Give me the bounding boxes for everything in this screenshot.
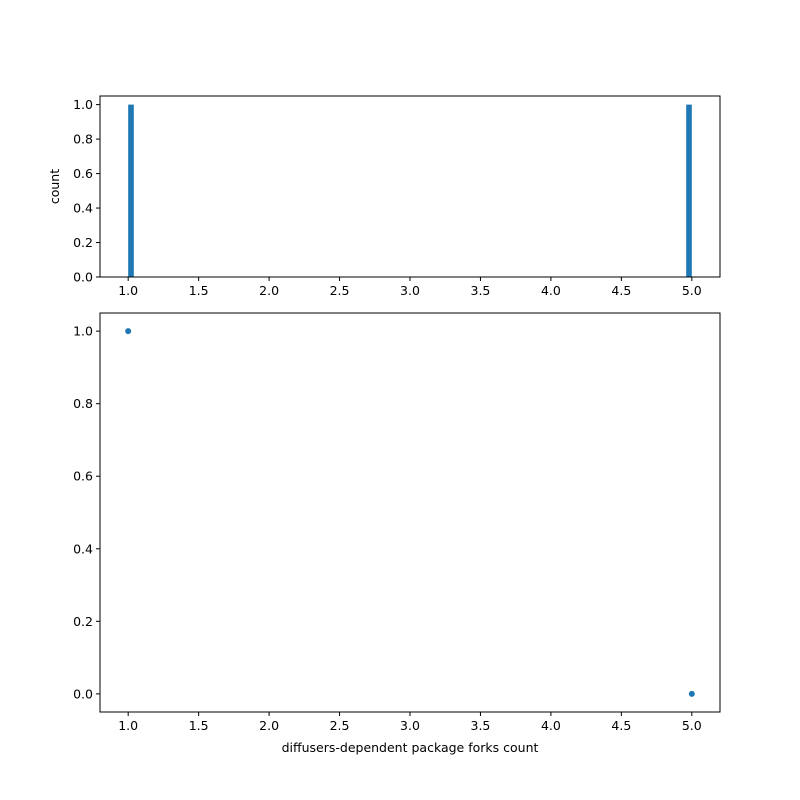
y-tick-label: 0.2	[73, 235, 93, 250]
x-tick-label: 3.5	[471, 718, 491, 733]
y-tick-label: 0.0	[73, 270, 93, 285]
y-tick-label: 0.8	[73, 132, 93, 147]
y-tick-label: 1.0	[73, 324, 93, 339]
x-tick-label: 4.5	[611, 283, 631, 298]
y-tick-label: 0.8	[73, 396, 93, 411]
x-tick-label: 2.0	[259, 283, 279, 298]
y-tick-label: 0.4	[73, 541, 93, 556]
x-tick-label: 5.0	[682, 718, 702, 733]
scatter-point	[125, 328, 132, 335]
x-axis-label: diffusers-dependent package forks count	[282, 740, 539, 755]
x-tick-label: 4.0	[541, 718, 561, 733]
scatter-axes: 1.0 1.5 2.0 2.5 3.0 3.5 4.0 4.5 5.0 0.0 0.2 0.4 0.6 0…	[73, 312, 721, 755]
x-tick-label: 3.5	[471, 283, 491, 298]
x-tick-label: 2.5	[330, 718, 350, 733]
x-tick-label: 5.0	[682, 283, 702, 298]
x-tick-label: 1.0	[118, 718, 138, 733]
y-tick-label: 0.2	[73, 614, 93, 629]
y-tick-label: 0.4	[73, 201, 93, 216]
y-tick-label: 0.0	[73, 686, 93, 701]
y-tick-label: 0.6	[73, 469, 93, 484]
y-tick-label: 1.0	[73, 97, 93, 112]
x-tick-label: 2.0	[259, 718, 279, 733]
x-tick-label: 2.5	[330, 283, 350, 298]
histogram-bar	[686, 104, 692, 277]
scatter-point	[688, 690, 695, 697]
x-tick-label: 3.0	[400, 718, 420, 733]
histogram-bar	[128, 104, 134, 277]
x-tick-label: 1.5	[189, 718, 209, 733]
histogram-axes: 1.0 1.5 2.0 2.5 3.0 3.5 4.0 4.5 5.0 0.0 0.2 0.4 0.6 0…	[47, 95, 721, 298]
x-tick-label: 4.5	[611, 718, 631, 733]
x-tick-label: 1.0	[118, 283, 138, 298]
y-tick-label: 0.6	[73, 166, 93, 181]
x-tick-label: 1.5	[189, 283, 209, 298]
x-tick-label: 3.0	[400, 283, 420, 298]
x-tick-label: 4.0	[541, 283, 561, 298]
y-axis-label: count	[47, 169, 62, 204]
